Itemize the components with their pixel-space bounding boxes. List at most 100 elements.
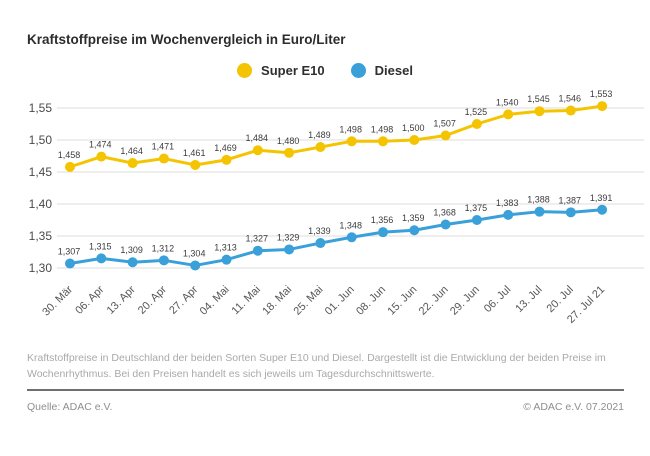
value-label: 1,474 <box>89 140 112 150</box>
data-point <box>315 142 326 153</box>
value-label: 1,339 <box>308 226 331 236</box>
data-point <box>284 244 295 255</box>
value-label: 1,313 <box>214 243 237 253</box>
y-tick-label: 1,50 <box>29 133 53 147</box>
data-point <box>65 161 75 172</box>
data-point <box>534 106 545 117</box>
data-point <box>597 204 608 215</box>
data-point <box>503 109 514 120</box>
value-label: 1,471 <box>152 142 175 152</box>
x-tick-label: 06. Apr <box>73 283 106 316</box>
data-point <box>346 232 357 243</box>
value-label: 1,304 <box>183 248 206 258</box>
legend-label-super-e10: Super E10 <box>261 63 325 78</box>
data-point <box>409 225 420 236</box>
x-tick-label: 13. Jul <box>513 284 544 315</box>
data-point <box>440 130 451 141</box>
legend-label-diesel: Diesel <box>374 63 413 78</box>
data-point <box>96 151 107 162</box>
data-point <box>96 253 107 264</box>
value-label: 1,507 <box>433 119 456 129</box>
data-point <box>127 158 138 169</box>
value-label: 1,553 <box>590 89 613 99</box>
value-label: 1,464 <box>120 146 143 156</box>
value-label: 1,540 <box>496 97 519 107</box>
x-tick-label: 04. Mai <box>198 284 232 318</box>
super-e10-dot-icon <box>237 63 253 78</box>
y-tick-label: 1,30 <box>29 261 53 275</box>
value-label: 1,480 <box>277 136 300 146</box>
value-label: 1,391 <box>590 193 613 203</box>
value-label: 1,525 <box>465 107 488 117</box>
value-label: 1,312 <box>152 243 175 253</box>
value-label: 1,327 <box>246 234 269 244</box>
value-label: 1,375 <box>465 203 488 213</box>
value-label: 1,359 <box>402 213 425 223</box>
data-point <box>378 227 388 238</box>
value-label: 1,498 <box>339 124 362 134</box>
data-point <box>378 136 388 147</box>
data-point <box>565 105 576 116</box>
value-label: 1,498 <box>371 124 394 134</box>
legend-item-super-e10: Super E10 <box>237 63 325 78</box>
value-label: 1,387 <box>559 195 582 205</box>
data-point <box>158 255 169 266</box>
y-tick-label: 1,55 <box>29 101 53 115</box>
data-point <box>597 101 608 112</box>
data-point <box>252 145 263 156</box>
data-point <box>315 238 326 249</box>
legend-item-diesel: Diesel <box>350 63 413 78</box>
footer-divider <box>27 389 624 391</box>
data-point <box>252 245 263 256</box>
value-label: 1,546 <box>559 94 582 104</box>
value-label: 1,329 <box>277 232 300 242</box>
value-label: 1,458 <box>58 150 81 160</box>
value-label: 1,383 <box>496 198 519 208</box>
chart-description: Kraftstoffpreise in Deutschland der beid… <box>27 352 606 380</box>
value-label: 1,461 <box>183 148 206 158</box>
x-tick-label: 18. Mai <box>260 284 294 318</box>
series-line-diesel <box>69 208 603 267</box>
source-text: Quelle: ADAC e.V. <box>27 401 113 413</box>
x-tick-label: 06. Jul <box>482 284 513 315</box>
data-point <box>534 206 545 217</box>
data-point <box>65 258 75 269</box>
data-point <box>190 260 201 271</box>
value-label: 1,368 <box>433 207 456 217</box>
value-label: 1,500 <box>402 123 425 133</box>
data-point <box>471 215 482 225</box>
y-tick-label: 1,45 <box>29 165 53 179</box>
x-tick-label: 22. Jun <box>417 284 451 318</box>
value-label: 1,348 <box>339 220 362 230</box>
value-label: 1,307 <box>58 247 81 257</box>
value-label: 1,484 <box>246 133 269 143</box>
x-tick-label: 20. Apr <box>136 283 169 316</box>
diesel-dot-icon <box>350 63 366 78</box>
chart-title: Kraftstoffpreise im Wochenvergleich in E… <box>27 32 346 47</box>
x-tick-label: 27. Apr <box>167 283 200 316</box>
data-point <box>471 119 482 129</box>
data-point <box>190 159 201 170</box>
series-line-super-e10 <box>69 104 603 169</box>
chart-legend: Super E10 Diesel <box>0 63 650 78</box>
data-point <box>221 254 232 265</box>
source-row: Quelle: ADAC e.V. © ADAC e.V. 07.2021 <box>27 401 624 413</box>
value-label: 1,356 <box>371 215 394 225</box>
data-point <box>127 257 138 268</box>
data-point <box>158 153 169 164</box>
x-tick-label: 15. Jun <box>385 284 419 318</box>
x-tick-label: 30. Mär <box>40 283 75 318</box>
x-tick-label: 08. Jun <box>354 284 388 318</box>
x-tick-label: 01. Jun <box>323 284 357 318</box>
data-point <box>440 219 451 230</box>
data-point <box>284 147 295 158</box>
x-tick-label: 13. Apr <box>105 283 138 316</box>
value-label: 1,388 <box>527 195 550 205</box>
copyright-text: © ADAC e.V. 07.2021 <box>523 401 624 413</box>
value-label: 1,489 <box>308 130 331 140</box>
data-point <box>503 209 514 220</box>
data-point <box>565 207 576 218</box>
y-tick-label: 1,40 <box>29 197 53 211</box>
